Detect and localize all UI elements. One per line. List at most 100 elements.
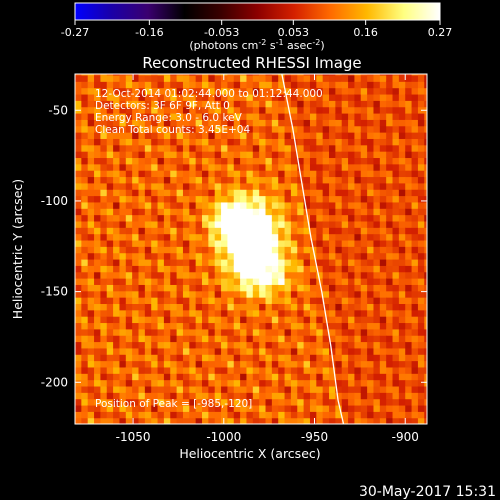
heatmap-cell [221,132,229,139]
heatmap-cell [303,303,311,311]
heatmap-cell [208,163,216,171]
heatmap-cell [157,360,165,368]
heatmap-cell [297,335,305,343]
heatmap-cell [208,227,216,235]
heatmap-cell [411,265,419,273]
heatmap-cell [284,404,292,412]
heatmap-cell [100,366,108,374]
heatmap-cell [163,182,171,190]
heatmap-cell [322,297,330,305]
heatmap-cell [316,265,324,273]
heatmap-cell [189,233,197,241]
heatmap-cell [138,163,146,171]
heatmap-cell [106,252,114,260]
heatmap-cell [132,246,140,254]
heatmap-cell [214,360,222,368]
heatmap-cell [214,189,222,197]
heatmap-cell [81,195,89,203]
heatmap-cell [354,316,362,324]
heatmap-cell [195,195,203,203]
heatmap-cell [398,328,406,336]
heatmap-cell [411,297,419,305]
heatmap-cell [424,125,427,133]
heatmap-cell [373,233,381,241]
heatmap-cell [106,392,114,400]
heatmap-cell [138,119,146,127]
heatmap-cell [265,385,273,393]
heatmap-cell [309,195,317,203]
heatmap-cell [424,252,427,260]
heatmap-cell [100,74,108,76]
heatmap-cell [411,233,419,241]
heatmap-cell [278,151,286,159]
heatmap-cell [424,290,427,298]
heatmap-cell [189,138,197,146]
heatmap-cell [411,360,419,368]
heatmap-cell [316,354,324,362]
heatmap-cell [138,74,146,76]
heatmap-cell [208,106,216,114]
heatmap-cell [348,379,356,387]
heatmap-cell [290,112,298,120]
heatmap-cell [182,81,190,89]
heatmap-cell [170,373,178,381]
heatmap-cell [348,93,356,101]
heatmap-cell [202,81,209,89]
heatmap-cell [271,417,279,424]
heatmap-cell [309,417,317,424]
heatmap-cell [348,328,356,336]
heatmap-cell [284,138,292,146]
heatmap-cell [278,163,286,171]
heatmap-cell [309,112,317,120]
heatmap-cell [87,411,95,419]
heatmap-cell [322,74,330,76]
heatmap-cell [379,163,387,171]
heatmap-cell [240,284,248,292]
heatmap-cell [182,366,190,374]
heatmap-cell [335,335,343,343]
heatmap-cell [157,271,165,279]
heatmap-cell [360,239,368,247]
heatmap-cell [240,398,248,406]
heatmap-cell [290,201,298,209]
heatmap-cell [246,144,254,152]
heatmap-cell [329,132,336,139]
heatmap-cell [398,163,406,171]
heatmap-cell [221,246,229,254]
heatmap-cell [367,366,375,374]
heatmap-cell [259,119,267,127]
heatmap-cell [195,138,203,146]
heatmap-cell [341,392,349,400]
heatmap-cell [81,151,89,159]
heatmap-cell [189,392,197,400]
heatmap-cell [354,233,362,241]
heatmap-cell [303,265,311,273]
heatmap-cell [151,74,159,82]
heatmap-cell [386,297,394,305]
heatmap-cell [284,258,292,266]
heatmap-cell [157,227,165,235]
heatmap-cell [157,119,165,127]
heatmap-cell [367,112,375,120]
heatmap-cell [405,93,413,101]
heatmap-cell [367,157,375,165]
heatmap-cell [144,417,152,424]
heatmap-cell [221,93,229,101]
heatmap-cell [81,252,89,260]
solar-limb-line [281,74,345,424]
heatmap-cell [303,132,311,139]
heatmap-cell [341,112,349,120]
heatmap-cell [125,112,133,120]
heatmap-cell [348,316,356,324]
heatmap-cell [329,271,336,279]
heatmap-cell [163,258,171,266]
heatmap-cell [233,106,241,114]
heatmap-cell [424,385,427,393]
heatmap-cell [265,201,273,209]
heatmap-cell [360,144,368,152]
heatmap-cell [195,258,203,266]
heatmap-cell [227,347,235,355]
heatmap-cell [214,132,222,139]
heatmap-cell [87,132,95,139]
heatmap-cell [278,411,286,419]
